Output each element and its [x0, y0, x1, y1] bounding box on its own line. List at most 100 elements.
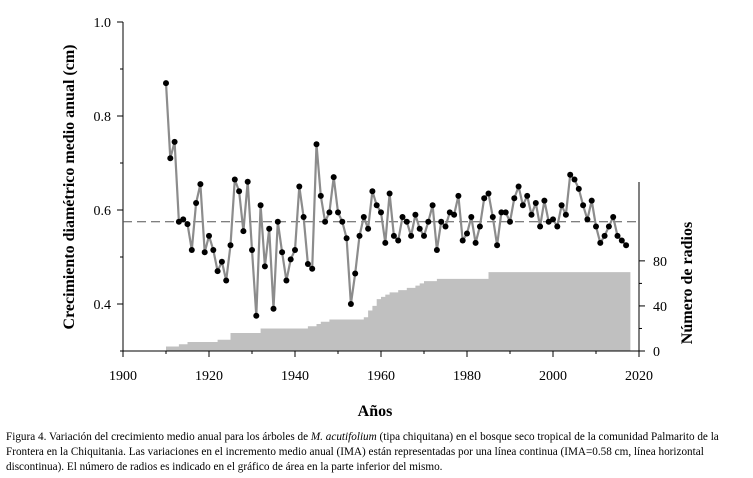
data-point	[425, 218, 432, 225]
data-point	[614, 232, 621, 239]
data-point	[502, 209, 509, 216]
data-point	[528, 211, 535, 218]
x-tick-label: 1980	[453, 369, 481, 384]
data-point	[335, 209, 341, 216]
data-point	[429, 202, 436, 209]
data-point	[442, 223, 449, 230]
chart-canvas: 1900 1920 1940 1960 1980 2000 2020 0.4 0.6 0.8 1.0…	[61, 16, 696, 384]
data-point	[451, 211, 458, 218]
data-point	[416, 225, 423, 232]
data-point	[356, 232, 363, 239]
data-point	[403, 218, 410, 225]
data-point	[433, 246, 440, 253]
data-point	[227, 242, 234, 249]
data-point	[481, 195, 488, 202]
data-point	[618, 237, 625, 244]
data-point	[206, 232, 212, 239]
data-point	[605, 223, 612, 230]
data-point	[188, 246, 195, 253]
data-point	[489, 214, 496, 221]
data-point	[274, 218, 281, 225]
data-point	[214, 268, 221, 275]
data-point	[412, 211, 419, 218]
x-tick-label: 1920	[195, 369, 223, 384]
data-point	[309, 265, 316, 272]
data-point	[266, 225, 273, 232]
data-point	[459, 237, 466, 244]
data-point	[498, 209, 505, 216]
data-point	[253, 312, 260, 319]
data-point	[270, 305, 277, 312]
data-point	[524, 192, 531, 199]
data-point	[623, 242, 630, 249]
data-point	[223, 277, 230, 284]
caption-species: M. acutifolium	[310, 431, 377, 443]
data-point	[382, 239, 389, 246]
data-point	[240, 228, 247, 235]
y2-tick-label: 80	[653, 255, 667, 270]
caption-suffix: (tipa chiquitana) en el bosque seco trop…	[6, 431, 719, 473]
data-point	[550, 216, 556, 223]
x-tick-label: 2020	[625, 369, 653, 384]
data-point	[541, 197, 548, 204]
data-point	[390, 232, 397, 239]
data-point	[378, 209, 384, 216]
data-point	[464, 230, 470, 237]
data-point	[201, 249, 208, 256]
data-point	[558, 202, 565, 209]
data-point	[287, 256, 294, 263]
data-point	[326, 209, 333, 216]
data-point	[261, 263, 268, 270]
data-point	[455, 192, 462, 199]
data-point	[322, 218, 329, 225]
y-tick-label: 0.4	[94, 298, 112, 313]
data-point	[317, 192, 324, 199]
figure-caption: Figura 4. Variación del crecimiento medi…	[6, 430, 748, 474]
y-tick-label: 0.6	[94, 204, 112, 219]
data-point	[231, 176, 238, 183]
data-point	[515, 183, 522, 190]
data-point	[300, 214, 307, 221]
data-point	[180, 216, 187, 223]
data-point	[567, 171, 574, 178]
data-point	[292, 246, 298, 253]
data-point	[472, 239, 479, 246]
data-point	[395, 237, 402, 244]
data-point	[532, 199, 539, 206]
data-point	[283, 277, 290, 284]
data-point	[588, 197, 595, 204]
data-point	[580, 202, 587, 209]
data-point	[399, 214, 406, 221]
data-point	[249, 246, 255, 253]
data-point	[210, 246, 217, 253]
data-point	[386, 190, 393, 197]
y2-tick-label: 0	[653, 345, 660, 360]
data-point	[421, 232, 427, 239]
data-point	[360, 214, 367, 221]
data-point	[494, 242, 501, 249]
data-point	[218, 258, 225, 265]
data-point	[438, 218, 445, 225]
x-axis-title: Años	[357, 403, 393, 420]
x-tick-label: 2000	[539, 369, 567, 384]
y2-axis-title: Número de radios	[679, 222, 696, 344]
data-point	[593, 223, 599, 230]
data-point	[244, 178, 251, 185]
data-point	[193, 199, 200, 206]
data-point	[511, 195, 518, 202]
data-point	[485, 190, 492, 197]
data-point	[476, 223, 483, 230]
data-point	[347, 301, 354, 307]
data-point	[352, 270, 359, 277]
data-point	[296, 183, 303, 190]
data-point	[236, 188, 243, 195]
data-point	[408, 232, 415, 239]
data-point	[537, 223, 544, 230]
radios-area	[166, 272, 631, 351]
data-point	[339, 218, 346, 225]
data-point	[369, 188, 376, 195]
data-point	[330, 174, 337, 181]
data-point	[279, 249, 286, 256]
data-point	[163, 80, 169, 87]
y-tick-label: 0.8	[94, 110, 112, 125]
